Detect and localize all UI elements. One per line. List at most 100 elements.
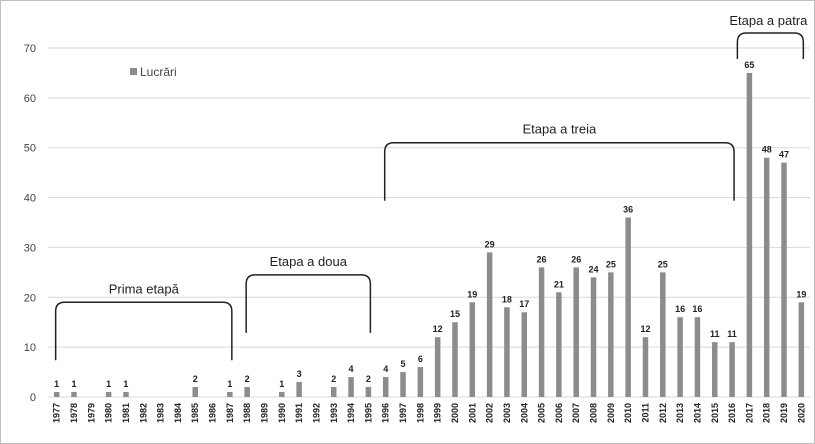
data-label: 21 xyxy=(554,279,564,289)
data-label: 26 xyxy=(537,254,547,264)
data-label: 15 xyxy=(450,309,460,319)
x-tick-label: 2004 xyxy=(519,403,529,423)
bar xyxy=(348,377,354,397)
data-label: 1 xyxy=(54,379,59,389)
x-tick-label: 1981 xyxy=(121,403,131,423)
data-label: 2 xyxy=(193,374,198,384)
phase-brackets: Prima etapă Etapa a doua Etapa a treia Etap… xyxy=(54,13,808,361)
bar xyxy=(365,387,372,397)
x-tick-label: 2018 xyxy=(762,403,772,423)
data-label: 2 xyxy=(366,374,371,384)
legend-label: Lucrări xyxy=(140,65,177,79)
x-tick-label: 1993 xyxy=(329,403,339,423)
bar xyxy=(434,337,441,397)
x-tick-label: 2017 xyxy=(744,403,754,423)
x-tick-label: 2012 xyxy=(658,403,668,423)
data-label: 16 xyxy=(675,304,685,314)
bar xyxy=(660,272,666,397)
data-label: 1 xyxy=(227,379,232,389)
x-tick-label: 1997 xyxy=(398,403,408,423)
bar xyxy=(486,252,493,397)
y-tick-label: 0 xyxy=(30,392,36,404)
bar xyxy=(798,302,805,397)
x-tick-label: 1979 xyxy=(86,403,96,423)
x-tick-label: 1998 xyxy=(415,403,425,423)
y-tick-label: 10 xyxy=(24,342,36,354)
bar xyxy=(625,217,631,397)
x-tick-label: 2001 xyxy=(467,403,477,423)
data-label: 1 xyxy=(123,379,128,389)
data-label: 2 xyxy=(331,374,336,384)
bar xyxy=(382,377,389,397)
x-tick-label: 1984 xyxy=(173,403,183,423)
bar xyxy=(53,392,60,397)
bar xyxy=(192,387,198,397)
data-label: 1 xyxy=(71,379,76,389)
x-tick-label: 1982 xyxy=(138,403,148,423)
bar xyxy=(781,162,787,397)
data-label: 11 xyxy=(710,329,720,339)
y-tick-label: 20 xyxy=(24,292,36,304)
x-tick-label: 2007 xyxy=(571,403,581,423)
bar xyxy=(400,372,406,397)
y-tick-label: 30 xyxy=(24,242,36,254)
phase-label: Etapa a doua xyxy=(270,254,348,269)
bars xyxy=(53,72,805,397)
data-label: 6 xyxy=(418,354,423,364)
x-tick-label: 1988 xyxy=(242,403,252,423)
bar xyxy=(590,277,597,397)
data-label: 19 xyxy=(467,289,477,299)
x-tick-label: 1989 xyxy=(259,403,269,423)
bar xyxy=(677,317,683,397)
bar xyxy=(694,317,701,397)
data-label: 26 xyxy=(571,254,581,264)
data-label: 1 xyxy=(106,379,111,389)
x-tick-label: 2010 xyxy=(623,403,633,423)
x-tick-label: 1991 xyxy=(294,403,304,423)
data-label: 19 xyxy=(796,289,806,299)
phase-label: Etapa a patra xyxy=(729,13,808,28)
x-tick-label: 1978 xyxy=(69,403,79,423)
bar xyxy=(123,392,129,397)
x-tick-label: 2014 xyxy=(692,403,702,423)
data-label: 24 xyxy=(589,264,599,274)
x-tick-label: 1983 xyxy=(156,403,166,423)
x-tick-label: 2008 xyxy=(589,403,599,423)
data-label: 25 xyxy=(658,259,668,269)
x-tick-label: 1992 xyxy=(311,403,321,423)
x-tick-label: 2009 xyxy=(606,403,616,423)
data-label: 4 xyxy=(349,364,354,374)
bar xyxy=(746,72,753,397)
phase-bracket xyxy=(54,301,233,361)
data-label: 12 xyxy=(640,324,650,334)
bar xyxy=(331,387,337,397)
data-label: 4 xyxy=(383,364,388,374)
bar xyxy=(452,322,458,397)
x-tick-label: 2003 xyxy=(502,403,512,423)
bar xyxy=(608,272,614,397)
y-tick-label: 70 xyxy=(24,43,36,55)
bar xyxy=(538,267,545,397)
phase-label: Etapa a treia xyxy=(523,122,597,137)
grid xyxy=(48,47,810,398)
y-tick-label: 40 xyxy=(24,193,36,205)
x-tick-label: 1986 xyxy=(208,403,218,423)
x-tick-label: 1996 xyxy=(381,403,391,423)
x-tick-label: 1995 xyxy=(363,403,373,423)
data-label: 47 xyxy=(779,150,789,160)
x-tick-label: 1994 xyxy=(346,403,356,423)
data-label: 16 xyxy=(692,304,702,314)
bar xyxy=(105,392,112,397)
bar xyxy=(712,342,718,397)
legend-swatch xyxy=(130,68,137,75)
data-label: 3 xyxy=(297,369,302,379)
bar xyxy=(71,392,77,397)
phase-bracket xyxy=(383,141,735,201)
y-tick-label: 50 xyxy=(24,143,36,155)
data-label: 17 xyxy=(519,299,529,309)
x-tick-label: 2006 xyxy=(554,403,564,423)
